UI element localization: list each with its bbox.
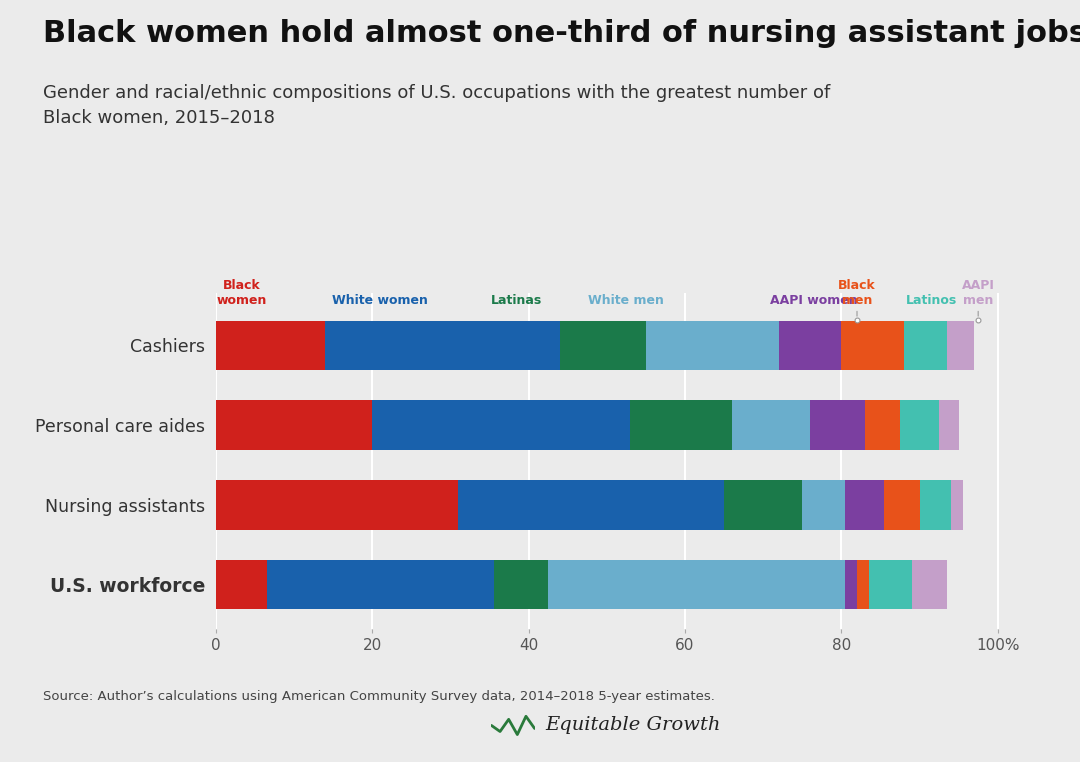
Bar — [325, 321, 559, 370]
Text: Black
men: Black men — [838, 279, 876, 307]
Bar — [458, 480, 724, 530]
Bar — [631, 400, 732, 450]
Bar — [216, 480, 458, 530]
Bar — [858, 560, 868, 610]
Bar — [940, 400, 959, 450]
Bar — [802, 480, 846, 530]
Bar — [885, 480, 919, 530]
Bar — [732, 400, 810, 450]
Bar — [868, 560, 912, 610]
Bar — [841, 321, 904, 370]
Bar — [216, 400, 373, 450]
Bar — [846, 560, 858, 610]
Bar — [865, 400, 900, 450]
Bar — [947, 321, 974, 370]
Text: White women: White women — [333, 294, 428, 307]
Bar — [267, 560, 494, 610]
Bar — [494, 560, 549, 610]
Text: Black women hold almost one-third of nursing assistant jobs: Black women hold almost one-third of nur… — [43, 19, 1080, 48]
Text: Gender and racial/ethnic compositions of U.S. occupations with the greatest numb: Gender and racial/ethnic compositions of… — [43, 84, 831, 126]
Bar — [216, 560, 267, 610]
Bar — [549, 560, 846, 610]
Bar — [216, 321, 325, 370]
Bar — [912, 560, 947, 610]
Bar — [373, 400, 631, 450]
Text: White men: White men — [589, 294, 664, 307]
Bar — [810, 400, 865, 450]
Text: AAPI women: AAPI women — [770, 294, 858, 307]
Text: Latinos: Latinos — [906, 294, 957, 307]
Bar — [724, 480, 802, 530]
Text: Latinas: Latinas — [491, 294, 542, 307]
Bar — [950, 480, 962, 530]
Bar — [919, 480, 950, 530]
Bar — [646, 321, 779, 370]
Bar — [559, 321, 646, 370]
Bar — [846, 480, 885, 530]
Text: Equitable Growth: Equitable Growth — [545, 716, 720, 735]
Text: Source: Author’s calculations using American Community Survey data, 2014–2018 5-: Source: Author’s calculations using Amer… — [43, 690, 715, 703]
Text: AAPI
men: AAPI men — [961, 279, 995, 307]
Text: Black
women: Black women — [216, 279, 267, 307]
Bar — [779, 321, 841, 370]
Bar — [900, 400, 940, 450]
Bar — [904, 321, 947, 370]
